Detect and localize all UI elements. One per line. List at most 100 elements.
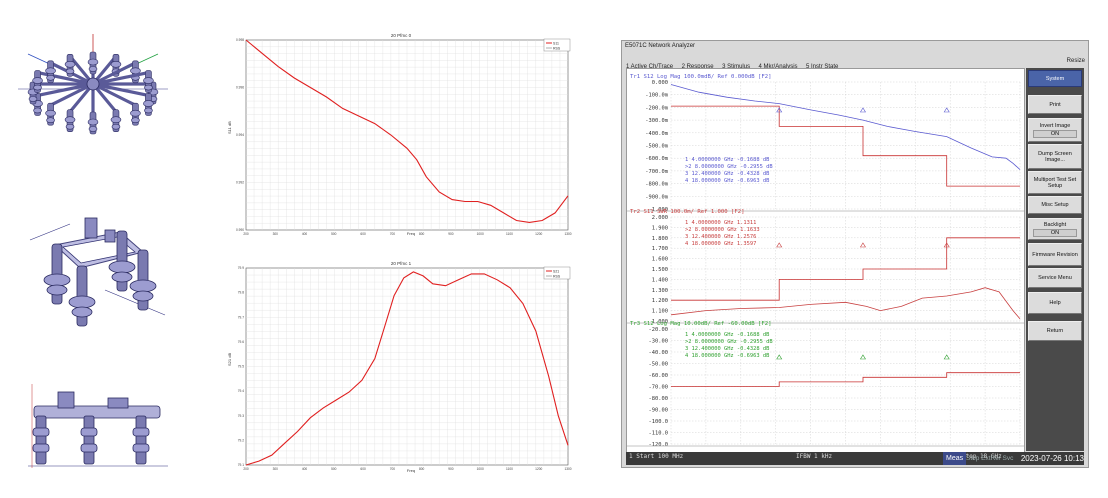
x-tick-label: 1200	[535, 232, 542, 236]
marker-symbol	[943, 242, 950, 248]
softkey-return[interactable]: Return	[1028, 321, 1082, 341]
status-flags: Stop ExtRef Svc	[966, 455, 1014, 462]
resize-button[interactable]: Resize	[1066, 58, 1085, 64]
y-tick-label: 1.500	[652, 267, 668, 273]
marker-symbol	[859, 354, 866, 360]
menu-stimulus[interactable]: 3 Stimulus	[722, 64, 751, 70]
stop-frequency: Stop 18 GHz	[962, 453, 1002, 460]
softkey-label: System	[1045, 75, 1065, 82]
y-tick-label: 0.998	[236, 38, 244, 42]
marker-symbol	[943, 107, 950, 113]
marker-readout: >2 8.0000000 GHz 1.1633	[685, 227, 760, 233]
softkey-label: Dump Screen Image...	[1038, 150, 1072, 163]
marker-readout: 3 12.400000 GHz 1.2576	[685, 234, 756, 240]
x-tick-label: 300	[273, 467, 279, 471]
x-tick-label: 1200	[535, 467, 542, 471]
plot-title: 20 Pfmc 1	[391, 261, 412, 266]
y-tick-label: -20.00	[649, 327, 668, 333]
meas-indicator: Meas	[943, 452, 967, 465]
antenna-model-perspective-view	[25, 210, 175, 328]
marker-symbol	[776, 107, 783, 113]
x-axis-label: Freq	[407, 231, 415, 236]
x-tick-label: 700	[390, 232, 396, 236]
softkey-system[interactable]: System	[1028, 70, 1082, 87]
s21-simulation-plot: 20 Pfmc 1 S21 dB Freq 200 300 400 500 600 700…	[226, 258, 576, 474]
s11-curve	[245, 39, 569, 223]
y-tick-label: -80.00	[649, 396, 668, 402]
y-tick-label: -90.00	[649, 408, 668, 414]
y-tick-label: 79.5	[238, 365, 244, 369]
trace2-curve	[670, 287, 1021, 320]
marker-readout: 4 18.000000 GHz 1.3597	[685, 241, 756, 247]
trace1-curve	[670, 84, 1021, 170]
menu-bar: 1 Active Ch/Trace 2 Response 3 Stimulus …	[622, 55, 1022, 70]
softkey-label: Help	[1049, 300, 1061, 306]
menu-instr-state[interactable]: 5 Instr State	[806, 64, 839, 70]
plot-title: 20 Pfmc 0	[391, 33, 412, 38]
trace-header: Tr2 S11 SWR 100.0m/ Ref 1.000 [F2]	[630, 209, 745, 215]
x-tick-label: 500	[331, 467, 337, 471]
softkey-print[interactable]: Print	[1028, 95, 1082, 114]
y-tick-label: 0.996	[236, 86, 244, 90]
softkey-label: Service Menu	[1038, 275, 1072, 281]
softkey-service-menu[interactable]: Service Menu	[1028, 268, 1082, 288]
marker-readout: >2 8.0000000 GHz -0.2955 dB	[685, 164, 773, 170]
start-frequency: 1 Start 100 MHz	[629, 453, 684, 460]
marker-symbol	[776, 242, 783, 248]
softkey-backlight[interactable]: Backlight ON	[1028, 218, 1082, 240]
softkey-multiport-test-set-setup[interactable]: Multiport Test Set Setup	[1028, 171, 1082, 194]
y-tick-label: -110.0	[649, 431, 668, 437]
y-tick-label: -100.0m	[645, 93, 668, 99]
y-tick-label: 0.992	[236, 181, 244, 185]
x-axis-label: Freq	[407, 468, 415, 473]
y-axis-label: S21 dB	[227, 353, 232, 366]
antenna-model-top-view	[18, 34, 168, 154]
marker-symbol	[943, 354, 950, 360]
y-tick-label: 1.900	[652, 225, 668, 231]
x-tick-label: 800	[419, 467, 425, 471]
softkey-invert-image[interactable]: Invert Image ON	[1028, 118, 1082, 142]
softkey-dump-screen-image[interactable]: Dump Screen Image...	[1028, 144, 1082, 169]
x-tick-label: 1100	[506, 232, 513, 236]
softkey-label: Invert Image	[1039, 122, 1071, 129]
x-tick-label: 300	[273, 232, 279, 236]
y-tick-label: 79.6	[238, 340, 244, 344]
y-tick-label: 0.990	[236, 228, 244, 232]
marker-readout: 1 4.0000000 GHz -0.1688 dB	[685, 157, 769, 163]
trace-header: Tr1 S12 Log Mag 100.0mdB/ Ref 0.000dB [F…	[630, 74, 771, 80]
x-tick-label: 900	[448, 232, 454, 236]
softkey-state: ON	[1033, 228, 1077, 237]
marker-readout: 3 12.400000 GHz -0.4328 dB	[685, 346, 769, 352]
y-tick-label: 79.4	[238, 389, 244, 393]
x-tick-label: 1300	[564, 467, 571, 471]
y-tick-label: 79.2	[238, 438, 244, 442]
x-tick-label: 800	[419, 232, 425, 236]
softkey-misc-setup[interactable]: Misc Setup	[1028, 196, 1082, 214]
y-tick-label: -120.0	[649, 442, 668, 448]
y-tick-label: 1.800	[652, 236, 668, 242]
y-tick-label: 1.400	[652, 277, 668, 283]
y-axis-label: S11 dB	[227, 121, 232, 134]
x-tick-label: 600	[360, 232, 366, 236]
ifbw-readout: IFBW 1 kHz	[796, 453, 833, 460]
softkey-help[interactable]: Help	[1028, 292, 1082, 314]
softkey-label: Misc Setup	[1041, 202, 1069, 208]
y-tick-label: -40.00	[649, 350, 668, 356]
window-title: E5071C Network Analyzer	[625, 43, 696, 49]
y-tick-label: 79.9	[238, 266, 244, 270]
menu-mkr-analysis[interactable]: 4 Mkr/Analysis	[758, 64, 798, 70]
y-tick-label: -600.0m	[645, 156, 668, 162]
y-tick-label: 79.8	[238, 291, 244, 295]
legend-entry: S21	[553, 270, 559, 274]
x-tick-label: 1100	[506, 467, 513, 471]
x-tick-label: 1300	[564, 232, 571, 236]
antenna-model-side-view	[28, 384, 168, 468]
menu-active-ch-trace[interactable]: 1 Active Ch/Trace	[626, 64, 674, 70]
date-time: 2023-07-26 10:13	[1020, 454, 1084, 463]
x-tick-label: 900	[448, 467, 454, 471]
y-tick-label: -900.0m	[645, 194, 668, 200]
y-tick-label: -60.00	[649, 373, 668, 379]
y-tick-label: 1.600	[652, 257, 668, 263]
menu-response[interactable]: 2 Response	[681, 64, 714, 70]
softkey-firmware-revision[interactable]: Firmware Revision	[1028, 243, 1082, 266]
